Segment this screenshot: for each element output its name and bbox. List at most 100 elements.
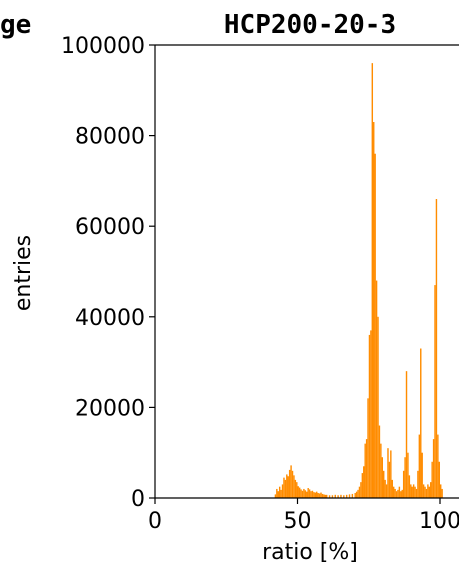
y-axis-label: entries	[11, 235, 36, 311]
histogram-bar	[290, 465, 292, 498]
histogram-bar	[441, 488, 443, 498]
histogram-bar	[323, 494, 325, 498]
histogram-bar	[313, 492, 315, 498]
histogram-bar	[430, 482, 432, 498]
histogram-bar	[397, 489, 399, 498]
histogram-bar	[437, 434, 439, 498]
histogram-bar	[392, 486, 395, 498]
histogram-bar	[400, 491, 402, 498]
y-tick-label: 0	[131, 487, 145, 512]
histogram-bar	[417, 470, 419, 498]
y-tick-label: 100000	[61, 34, 145, 59]
histogram-bar	[287, 476, 289, 498]
histogram-bar	[412, 484, 415, 498]
histogram-bar	[371, 63, 374, 499]
histogram-bar	[294, 479, 297, 498]
x-axis-label: ratio [%]	[262, 540, 358, 565]
histogram-bar	[435, 199, 438, 498]
histogram-bar	[274, 494, 277, 498]
histogram-bar	[286, 474, 288, 498]
histogram-bar	[360, 482, 362, 498]
histogram-bar	[425, 488, 428, 498]
histogram-bar	[440, 484, 442, 498]
histogram-bar	[288, 469, 291, 498]
histogram-bar	[301, 490, 304, 498]
histogram-bar	[404, 457, 406, 498]
histogram-bar	[296, 482, 298, 498]
histogram-bar	[348, 494, 351, 498]
histogram-bar	[300, 489, 302, 498]
histogram-bar	[307, 488, 309, 498]
histogram-bar	[373, 122, 375, 498]
histogram-bar	[278, 486, 281, 498]
x-tick-label: 50	[284, 509, 312, 534]
y-tick-label: 60000	[75, 215, 145, 240]
axes: 0 20000 40000 60000 80000 100000 0 50 100	[61, 34, 459, 534]
x-tick-label: 0	[148, 509, 162, 534]
histogram-bar	[297, 486, 299, 498]
histogram-bar	[363, 466, 365, 498]
histogram-bar	[284, 479, 287, 498]
y-tick-label: 20000	[75, 396, 145, 421]
histogram-bar	[421, 452, 423, 498]
histogram-bar	[422, 484, 425, 498]
histogram-bar	[415, 488, 418, 498]
histogram-bar	[432, 439, 435, 498]
histogram-bar	[311, 490, 314, 498]
histogram-bar	[355, 491, 358, 498]
chart-title: HCP200-20-3	[224, 10, 396, 40]
histogram-bar	[414, 486, 416, 498]
left-panel-title-fragment: ge	[0, 10, 31, 40]
histogram-bar	[368, 334, 371, 498]
histogram-bar	[407, 452, 409, 498]
histogram-bar	[345, 494, 348, 498]
histogram-bar	[328, 495, 331, 498]
histogram-bar	[377, 316, 379, 498]
histogram-bar	[411, 486, 413, 498]
histogram-bar	[351, 493, 354, 498]
histogram-bar	[381, 457, 383, 498]
histogram-bar	[427, 484, 429, 498]
histogram-bar	[394, 488, 396, 498]
histogram-bar	[408, 475, 411, 498]
histogram-bar	[343, 495, 345, 498]
x-tick-label: 100	[419, 509, 459, 534]
histogram-bar	[398, 486, 401, 498]
histogram-bar	[324, 494, 326, 498]
histogram-bar	[365, 439, 368, 498]
histogram-bars	[274, 63, 443, 499]
histogram-bar	[434, 285, 436, 498]
histogram-bar	[424, 486, 426, 498]
histogram-bar	[387, 448, 389, 498]
histogram-bar	[401, 489, 403, 498]
histogram-bar	[277, 491, 279, 498]
histogram-bar	[358, 486, 361, 498]
histogram-bar	[431, 461, 433, 498]
histogram-bar	[438, 461, 440, 498]
histogram-bar	[384, 479, 386, 498]
histogram-bar	[276, 488, 278, 498]
histogram-bar	[281, 484, 284, 498]
histogram-bar	[340, 494, 342, 498]
histogram-bar	[420, 348, 422, 498]
histogram-bar	[361, 473, 364, 498]
histogram-bar	[293, 475, 295, 498]
histogram-bar	[405, 371, 408, 498]
histogram-bar	[374, 153, 376, 498]
histogram-bar	[291, 470, 294, 498]
histogram-bar	[304, 490, 307, 498]
histogram-bar	[320, 492, 322, 498]
histogram-bar	[418, 434, 421, 498]
histogram-bar	[354, 493, 356, 498]
histogram-bar	[380, 443, 382, 498]
histogram-bar	[378, 425, 381, 498]
histogram-bar	[303, 488, 305, 498]
histogram-bar	[375, 280, 378, 498]
histogram-bar	[283, 477, 285, 498]
histogram-bar	[428, 486, 431, 498]
histogram-bar	[364, 443, 366, 498]
histogram-bar	[316, 491, 318, 498]
histogram-bar	[306, 491, 308, 498]
histogram-bar	[331, 495, 334, 498]
